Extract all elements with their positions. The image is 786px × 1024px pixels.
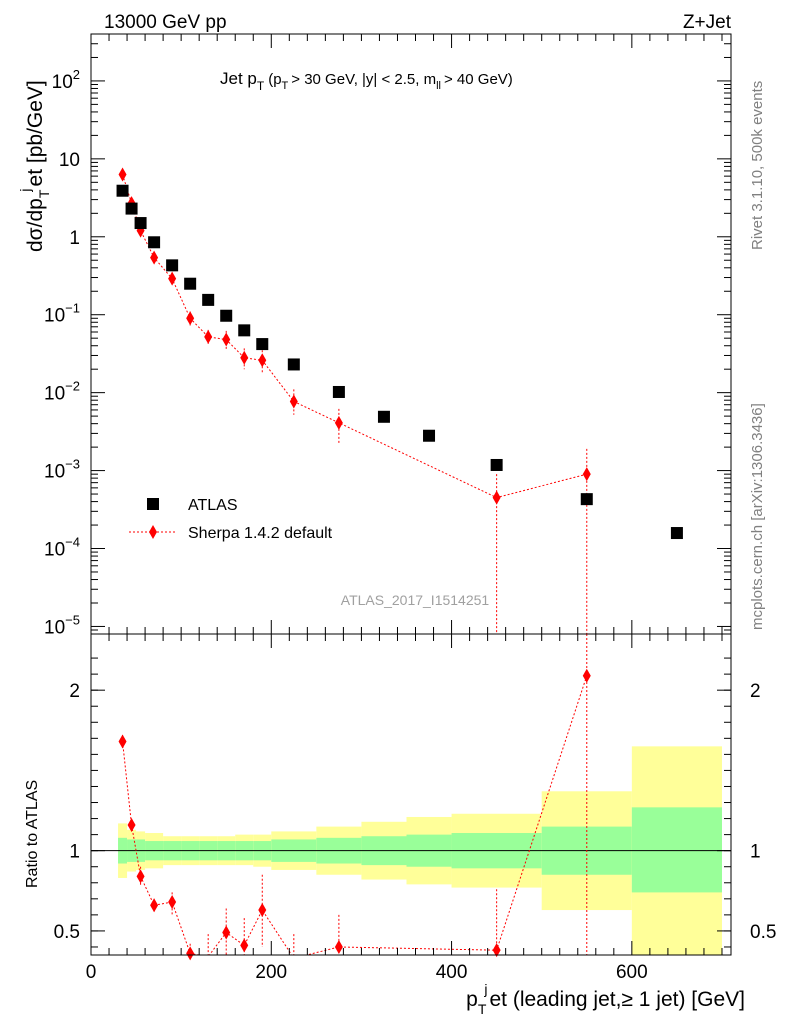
title-sub-t2: T (282, 80, 289, 92)
ylabel-dsigma: dσ/dp (24, 198, 47, 252)
uncertainty-band-inner (631, 807, 722, 893)
mc-point (186, 311, 195, 326)
mc-point (222, 332, 231, 347)
data-point (332, 385, 345, 398)
mc-point (118, 167, 127, 182)
ratio-y-tick-label-left: 2 (69, 681, 80, 702)
mc-point (204, 329, 213, 344)
y-axis-label: dσ/dpTj et [pb/GeV] (17, 80, 52, 252)
ratio-y-tick-label-left: 1 (69, 842, 80, 863)
mc-point (150, 250, 159, 265)
data-point (148, 236, 161, 249)
legend: ATLAS Sherpa 1.4.2 default (129, 497, 333, 542)
main-frame (90, 33, 732, 635)
plot-title: Jet pT (pT > 30 GeV, |y| < 2.5, mll > 40 Ge… (220, 69, 513, 93)
y-tick-label: 1 (69, 228, 80, 249)
ratio-mc-point (150, 898, 159, 913)
ylabel-rest: et [pb/GeV] (24, 80, 47, 186)
xlabel-rest: et (leading jet,≥ 1 jet) [GeV] (490, 988, 746, 1011)
xlabel-p: p (466, 988, 478, 1011)
xlabel-sup-j: j (483, 981, 487, 997)
title-jet: Jet p (220, 69, 257, 88)
ratio-frame (90, 633, 732, 956)
title-sub-ll: ll (436, 80, 441, 92)
ratio-mc-point (136, 869, 145, 884)
ratio-mc-point (127, 817, 136, 832)
data-point (670, 527, 683, 540)
title-cut2: > 40 GeV) (444, 71, 513, 88)
ratio-mc-point (334, 939, 343, 954)
data-point (134, 217, 147, 230)
legend-sherpa-marker (149, 525, 157, 539)
data-point (238, 324, 251, 337)
mc-point (492, 490, 501, 505)
mc-point (289, 394, 298, 409)
mc-line-path (122, 174, 587, 499)
process-label: Z+Jet (683, 12, 732, 33)
title-paren: (p (268, 71, 281, 88)
ratio-mc-line (122, 675, 588, 955)
ratio-y-tick-label-right: 2 (750, 681, 761, 702)
analysis-watermark: ATLAS_2017_I1514251 (341, 592, 490, 608)
y-tick-label: 102 (52, 67, 80, 93)
y-tick-label: 10−2 (44, 379, 80, 405)
data-point (166, 259, 179, 272)
legend-sherpa-label: Sherpa 1.4.2 default (188, 525, 333, 542)
ratio-y-tick-label-right: 0.5 (750, 922, 776, 943)
rivet-version-label: Rivet 3.1.10, 500k events (749, 81, 766, 250)
x-axis-label: pTjet (leading jet,≥ 1 jet) [GeV] (466, 981, 745, 1017)
y-tick-label: 10−1 (44, 301, 80, 327)
ratio-panel: 2 2 1 1 0.5 0.5 0 200 400 600 Ratio to ATLAS pTj… (24, 633, 776, 1017)
legend-atlas-label: ATLAS (188, 497, 238, 514)
data-point (125, 202, 138, 215)
ratio-mc-point (118, 734, 127, 749)
x-tick-label: 0 (86, 962, 97, 983)
ratio-mc-point (258, 903, 267, 918)
ratio-mc-point (186, 946, 195, 961)
y-tick-label: 10−4 (44, 535, 80, 561)
ratio-mc-point (222, 925, 231, 940)
data-point (580, 493, 593, 506)
mc-point (582, 467, 591, 482)
data-point (490, 458, 503, 471)
ratio-mc-point (582, 668, 591, 683)
mc-point (240, 350, 249, 365)
data-point (287, 358, 300, 371)
x-tick-label: 200 (255, 962, 287, 983)
ratio-y-tick-label-right: 1 (750, 842, 761, 863)
mc-line (122, 174, 587, 499)
y-tick-label: 10 (59, 150, 80, 171)
mc-point (168, 271, 177, 286)
ratio-mc-line-path (122, 675, 588, 955)
ratio-y-axis-label: Ratio to ATLAS (24, 780, 41, 888)
y-tick-label: 10−5 (44, 612, 80, 638)
ylabel-sub-t: T (36, 189, 52, 198)
data-point (256, 338, 269, 351)
data-point (202, 293, 215, 306)
data-point (116, 184, 129, 197)
y-tick-label: 10−3 (44, 457, 80, 483)
title-sub-t: T (257, 79, 265, 93)
title-cut1: > 30 GeV, |y| < 2.5, m (291, 71, 436, 88)
data-point (423, 429, 436, 442)
mcplots-label: mcplots.cern.ch [arXiv:1306.3436] (749, 403, 766, 630)
ratio-mc-point (492, 943, 501, 958)
data-point (184, 277, 197, 290)
ratio-y-tick-label-left: 0.5 (54, 922, 80, 943)
x-tick-label: 400 (436, 962, 468, 983)
energy-label: 13000 GeV pp (104, 12, 227, 33)
mc-point (334, 415, 343, 430)
ylabel-sup-j: j (17, 188, 33, 192)
x-tick-label: 600 (616, 962, 648, 983)
xlabel-sub-t: T (478, 1001, 487, 1017)
mc-point (258, 353, 267, 368)
ratio-mc-point (240, 938, 249, 953)
legend-atlas-marker (147, 498, 159, 510)
data-point (220, 309, 233, 322)
ratio-mc-point (168, 895, 177, 910)
data-point (377, 410, 390, 423)
